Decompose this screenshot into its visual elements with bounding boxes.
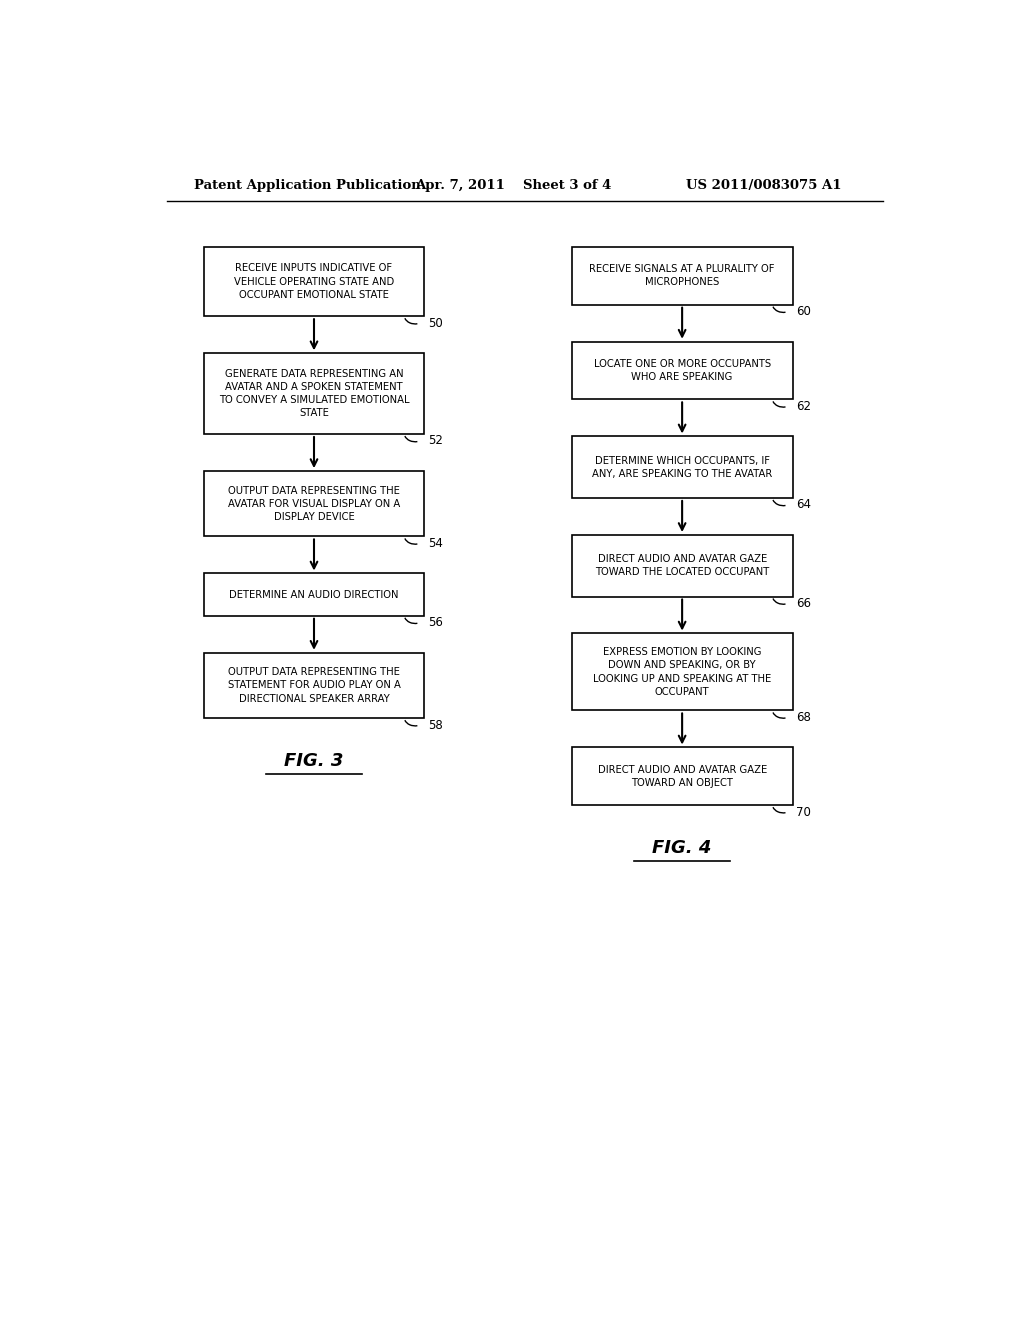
FancyBboxPatch shape bbox=[204, 354, 424, 434]
Text: 58: 58 bbox=[428, 718, 443, 731]
Text: 70: 70 bbox=[797, 805, 811, 818]
FancyBboxPatch shape bbox=[571, 535, 793, 597]
Text: 66: 66 bbox=[797, 597, 811, 610]
Text: US 2011/0083075 A1: US 2011/0083075 A1 bbox=[686, 178, 842, 191]
Text: 54: 54 bbox=[428, 537, 443, 550]
Text: FIG. 3: FIG. 3 bbox=[285, 751, 344, 770]
Text: 50: 50 bbox=[428, 317, 443, 330]
FancyBboxPatch shape bbox=[204, 471, 424, 536]
Text: GENERATE DATA REPRESENTING AN
AVATAR AND A SPOKEN STATEMENT
TO CONVEY A SIMULATE: GENERATE DATA REPRESENTING AN AVATAR AND… bbox=[219, 368, 410, 418]
FancyBboxPatch shape bbox=[204, 573, 424, 616]
Text: RECEIVE INPUTS INDICATIVE OF
VEHICLE OPERATING STATE AND
OCCUPANT EMOTIONAL STAT: RECEIVE INPUTS INDICATIVE OF VEHICLE OPE… bbox=[233, 264, 394, 300]
FancyBboxPatch shape bbox=[571, 634, 793, 710]
Text: 62: 62 bbox=[797, 400, 811, 413]
Text: OUTPUT DATA REPRESENTING THE
AVATAR FOR VISUAL DISPLAY ON A
DISPLAY DEVICE: OUTPUT DATA REPRESENTING THE AVATAR FOR … bbox=[228, 486, 400, 521]
Text: EXPRESS EMOTION BY LOOKING
DOWN AND SPEAKING, OR BY
LOOKING UP AND SPEAKING AT T: EXPRESS EMOTION BY LOOKING DOWN AND SPEA… bbox=[593, 647, 771, 697]
Text: LOCATE ONE OR MORE OCCUPANTS
WHO ARE SPEAKING: LOCATE ONE OR MORE OCCUPANTS WHO ARE SPE… bbox=[594, 359, 771, 381]
Text: 60: 60 bbox=[797, 305, 811, 318]
Text: 52: 52 bbox=[428, 434, 443, 447]
Text: OUTPUT DATA REPRESENTING THE
STATEMENT FOR AUDIO PLAY ON A
DIRECTIONAL SPEAKER A: OUTPUT DATA REPRESENTING THE STATEMENT F… bbox=[227, 668, 400, 704]
Text: Apr. 7, 2011: Apr. 7, 2011 bbox=[415, 178, 505, 191]
FancyBboxPatch shape bbox=[571, 747, 793, 805]
FancyBboxPatch shape bbox=[204, 247, 424, 317]
Text: RECEIVE SIGNALS AT A PLURALITY OF
MICROPHONES: RECEIVE SIGNALS AT A PLURALITY OF MICROP… bbox=[590, 264, 775, 288]
FancyBboxPatch shape bbox=[571, 342, 793, 400]
Text: 64: 64 bbox=[797, 499, 811, 511]
Text: DIRECT AUDIO AND AVATAR GAZE
TOWARD THE LOCATED OCCUPANT: DIRECT AUDIO AND AVATAR GAZE TOWARD THE … bbox=[595, 554, 769, 577]
Text: Patent Application Publication: Patent Application Publication bbox=[194, 178, 421, 191]
FancyBboxPatch shape bbox=[571, 247, 793, 305]
FancyBboxPatch shape bbox=[571, 437, 793, 498]
Text: Sheet 3 of 4: Sheet 3 of 4 bbox=[523, 178, 611, 191]
FancyBboxPatch shape bbox=[204, 653, 424, 718]
Text: 68: 68 bbox=[797, 711, 811, 723]
Text: FIG. 4: FIG. 4 bbox=[652, 838, 712, 857]
Text: DETERMINE WHICH OCCUPANTS, IF
ANY, ARE SPEAKING TO THE AVATAR: DETERMINE WHICH OCCUPANTS, IF ANY, ARE S… bbox=[592, 455, 772, 479]
Text: DIRECT AUDIO AND AVATAR GAZE
TOWARD AN OBJECT: DIRECT AUDIO AND AVATAR GAZE TOWARD AN O… bbox=[597, 764, 767, 788]
Text: 56: 56 bbox=[428, 616, 443, 630]
Text: DETERMINE AN AUDIO DIRECTION: DETERMINE AN AUDIO DIRECTION bbox=[229, 590, 398, 599]
